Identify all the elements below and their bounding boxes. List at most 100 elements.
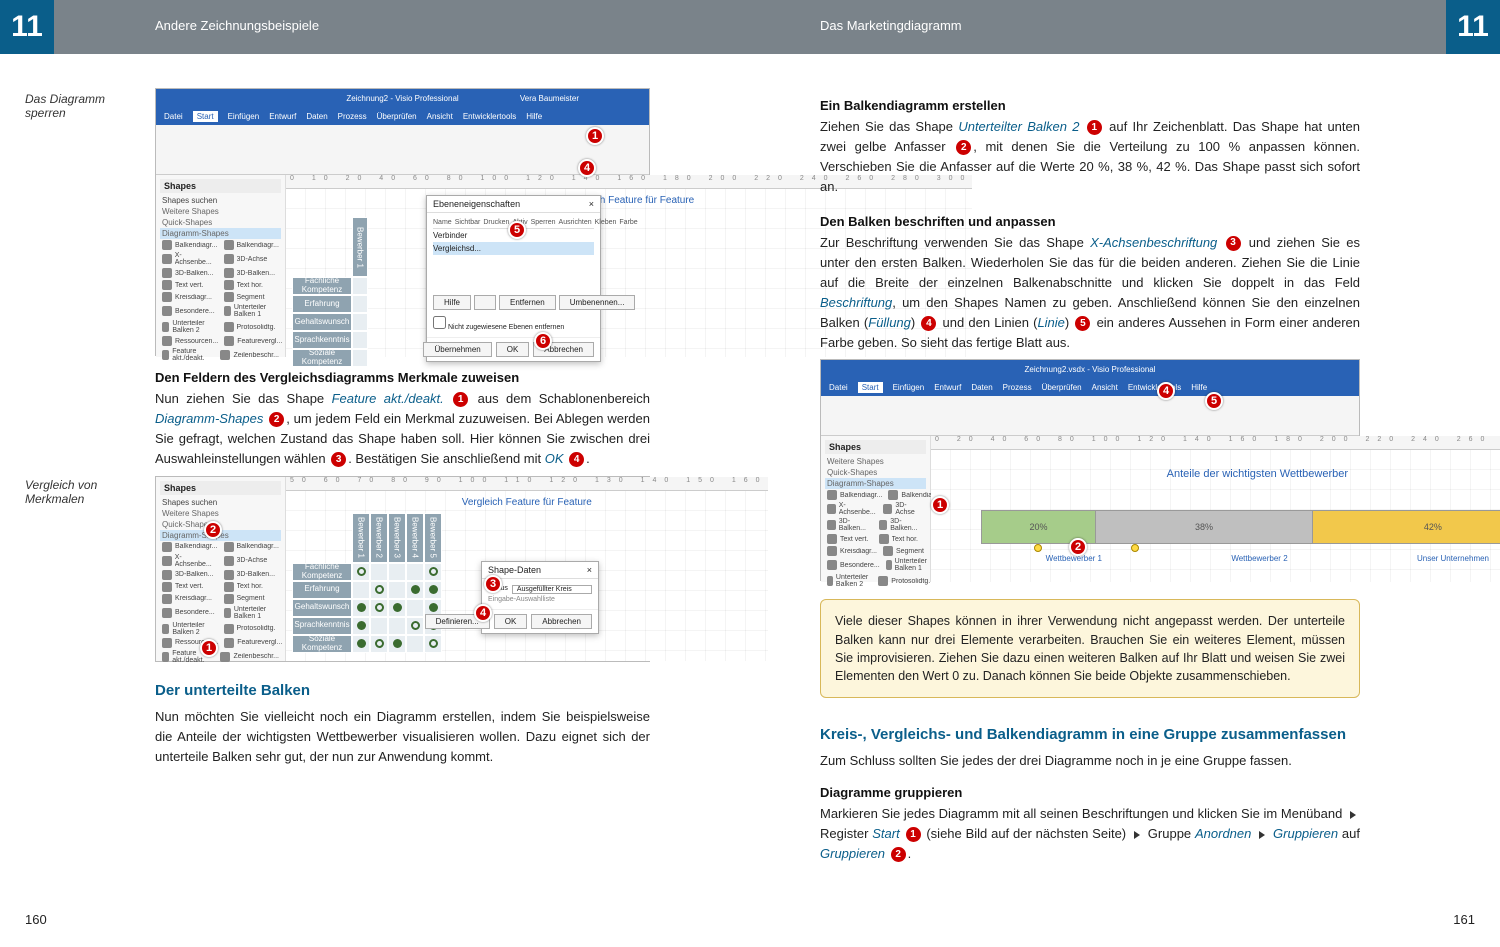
handle-1[interactable] bbox=[1034, 544, 1042, 552]
shape-item[interactable]: Balkendiagr... bbox=[160, 239, 220, 251]
feature-cell[interactable] bbox=[370, 581, 388, 599]
feature-cell[interactable] bbox=[406, 617, 424, 635]
status-value[interactable]: Ausgefüllter Kreis bbox=[512, 585, 592, 594]
ribbon-tabs-3[interactable]: DateiStartEinfügenEntwurfDatenProzessÜbe… bbox=[821, 378, 1359, 396]
shape-item[interactable]: Unterteiler Balken 2 bbox=[825, 573, 874, 589]
ribbon-tab[interactable]: Datei bbox=[829, 383, 848, 392]
shape-item[interactable]: X-Achsenbe... bbox=[825, 501, 879, 517]
ribbon-tab[interactable]: Datei bbox=[164, 112, 183, 121]
shape-item[interactable]: Segment bbox=[881, 545, 926, 557]
feature-cell[interactable] bbox=[406, 635, 424, 653]
shape-item[interactable]: 3D-Balken... bbox=[222, 569, 282, 581]
shape-item[interactable]: Text hor. bbox=[222, 279, 282, 291]
shape-item[interactable]: Balkendiagr... bbox=[222, 541, 282, 553]
ribbon-tab[interactable]: Daten bbox=[971, 383, 992, 392]
shape-item[interactable]: Segment bbox=[222, 291, 282, 303]
feature-cell[interactable] bbox=[370, 635, 388, 653]
ribbon-tab[interactable]: Ansicht bbox=[1092, 383, 1118, 392]
ribbon-tab[interactable]: Start bbox=[193, 111, 218, 122]
shape-item[interactable]: Zeilenbeschr... bbox=[218, 649, 281, 665]
feature-cell[interactable] bbox=[370, 617, 388, 635]
feature-cell[interactable] bbox=[388, 581, 406, 599]
shape-item[interactable]: Text vert. bbox=[160, 279, 220, 291]
shape-item[interactable]: Protosolidtg. bbox=[876, 573, 932, 589]
ribbon-tab[interactable]: Prozess bbox=[338, 112, 367, 121]
shape-item[interactable]: 3D-Achse bbox=[881, 501, 926, 517]
handle-2[interactable] bbox=[1131, 544, 1139, 552]
ribbon-tab[interactable]: Einfügen bbox=[893, 383, 925, 392]
shape-item[interactable]: Zeilenbeschr... bbox=[218, 347, 281, 363]
feature-cell[interactable] bbox=[388, 617, 406, 635]
shape-group[interactable]: Weitere Shapes bbox=[825, 456, 926, 467]
shape-item[interactable]: Text hor. bbox=[222, 581, 282, 593]
shape-item[interactable]: 3D-Achse bbox=[222, 251, 282, 267]
shape-group[interactable]: Weitere Shapes bbox=[160, 206, 281, 217]
shape-item[interactable]: Text vert. bbox=[825, 533, 875, 545]
shape-item[interactable]: Kreisdiagr... bbox=[160, 593, 220, 605]
shape-item[interactable]: Besondere... bbox=[825, 557, 882, 573]
shapes-panel[interactable]: Shapes Shapes suchen Weitere ShapesQuick… bbox=[156, 175, 286, 357]
feature-cell[interactable] bbox=[424, 581, 442, 599]
shape-item[interactable]: Balkendiagr... bbox=[825, 489, 884, 501]
dialog-button[interactable]: Abbrechen bbox=[531, 614, 592, 629]
ribbon-tab[interactable]: Daten bbox=[306, 112, 327, 121]
feature-cell[interactable] bbox=[352, 635, 370, 653]
shape-group[interactable]: Diagramm-Shapes bbox=[160, 228, 281, 239]
shape-item[interactable]: Unterteiler Balken 1 bbox=[884, 557, 933, 573]
layer-dialog[interactable]: Ebeneneigenschaften× NameSichtbarDrucken… bbox=[426, 195, 601, 362]
shape-item[interactable]: Protosolidtg. bbox=[222, 319, 282, 335]
shape-item[interactable]: Segment bbox=[222, 593, 282, 605]
shape-item[interactable]: Text vert. bbox=[160, 581, 220, 593]
bar-segment[interactable]: 42% bbox=[1313, 511, 1500, 543]
ribbon-tab[interactable]: Hilfe bbox=[526, 112, 542, 121]
shape-item[interactable]: X-Achsenbe... bbox=[160, 553, 220, 569]
shape-data-dialog[interactable]: Shape-Daten× StatusAusgefüllter Kreis Ei… bbox=[481, 561, 599, 634]
shape-item[interactable]: Besondere... bbox=[160, 303, 220, 319]
feature-cell[interactable] bbox=[406, 581, 424, 599]
shape-item[interactable]: Featurevergl... bbox=[222, 335, 284, 347]
ribbon-tab[interactable]: Hilfe bbox=[1191, 383, 1207, 392]
feature-cell[interactable] bbox=[406, 599, 424, 617]
ribbon-tab[interactable]: Einfügen bbox=[228, 112, 260, 121]
ribbon-tabs[interactable]: DateiStartEinfügenEntwurfDatenProzessÜbe… bbox=[156, 107, 649, 125]
bar-segment[interactable]: 38% bbox=[1096, 511, 1313, 543]
shape-search-2[interactable]: Shapes suchen bbox=[160, 497, 281, 508]
shape-item[interactable]: Protosolidtg. bbox=[222, 621, 282, 637]
shape-item[interactable]: Unterteiler Balken 1 bbox=[222, 605, 282, 621]
dialog-row-2[interactable]: Vergleichsd... bbox=[433, 242, 594, 255]
dialog-main-button[interactable]: Übernehmen bbox=[423, 342, 491, 357]
close-icon[interactable]: × bbox=[587, 565, 592, 575]
feature-cell[interactable] bbox=[352, 617, 370, 635]
shape-item[interactable]: Kreisdiagr... bbox=[160, 291, 220, 303]
ribbon-tab[interactable]: Entwicklertools bbox=[463, 112, 516, 121]
shape-group[interactable]: Quick-Shapes bbox=[825, 467, 926, 478]
feature-cell[interactable] bbox=[406, 563, 424, 581]
feature-cell[interactable] bbox=[352, 581, 370, 599]
shape-item[interactable]: Ressourcen... bbox=[160, 335, 220, 347]
dialog-button[interactable] bbox=[474, 295, 496, 310]
shape-group[interactable]: Weitere Shapes bbox=[160, 508, 281, 519]
shape-item[interactable]: Text hor. bbox=[877, 533, 927, 545]
shape-item[interactable]: 3D-Balken... bbox=[160, 569, 220, 581]
shape-item[interactable]: 3D-Balken... bbox=[160, 267, 220, 279]
shape-search[interactable]: Shapes suchen bbox=[160, 195, 281, 206]
feature-cell[interactable] bbox=[370, 599, 388, 617]
shapes-panel-2[interactable]: Shapes Shapes suchen Weitere ShapesQuick… bbox=[156, 477, 286, 661]
ribbon-tab[interactable]: Start bbox=[858, 382, 883, 393]
shape-item[interactable]: 3D-Balken... bbox=[825, 517, 875, 533]
close-icon[interactable]: × bbox=[589, 199, 594, 209]
ribbon-tab[interactable]: Überprüfen bbox=[1042, 383, 1082, 392]
feature-cell[interactable] bbox=[370, 563, 388, 581]
feature-cell[interactable] bbox=[388, 599, 406, 617]
shape-group[interactable]: Diagramm-Shapes bbox=[825, 478, 926, 489]
shape-item[interactable]: Balkendiagr... bbox=[222, 239, 282, 251]
shape-item[interactable]: 3D-Balken... bbox=[222, 267, 282, 279]
feature-cell[interactable] bbox=[388, 635, 406, 653]
ribbon-tab[interactable]: Entwurf bbox=[269, 112, 296, 121]
shape-item[interactable]: 3D-Balken... bbox=[877, 517, 927, 533]
shape-item[interactable]: Unterteiler Balken 2 bbox=[160, 621, 220, 637]
ribbon[interactable] bbox=[156, 125, 649, 175]
dialog-main-button[interactable]: OK bbox=[496, 342, 530, 357]
stacked-bar[interactable]: 20%38%42% bbox=[981, 510, 1500, 544]
shapes-panel-3[interactable]: Shapes Weitere ShapesQuick-ShapesDiagram… bbox=[821, 436, 931, 582]
